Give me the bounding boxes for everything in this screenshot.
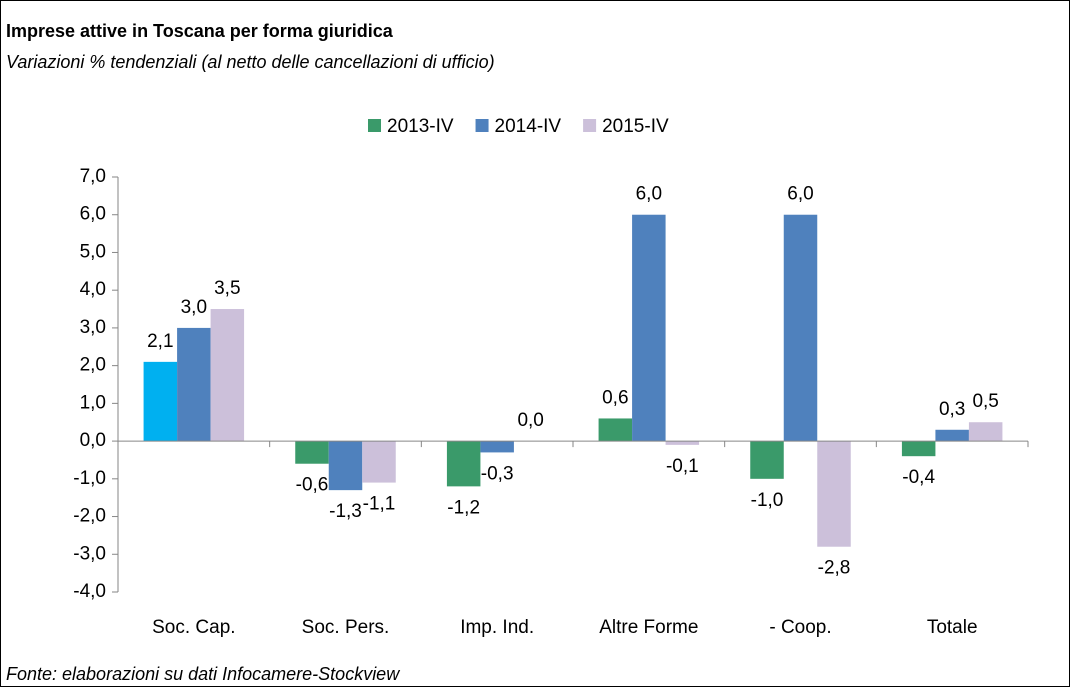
legend-swatch: [368, 119, 381, 132]
y-tick-label: 7,0: [80, 166, 106, 187]
bar: [480, 441, 514, 453]
legend-label: 2015-IV: [602, 116, 669, 137]
data-label: 0,0: [517, 410, 543, 431]
bar: [901, 441, 936, 457]
y-tick-label: 2,0: [80, 355, 106, 376]
bar: [750, 441, 784, 479]
bar: [177, 327, 211, 442]
data-label: -1,0: [751, 490, 784, 511]
y-tick-label: 6,0: [80, 204, 106, 225]
bar: [210, 309, 245, 442]
data-label: 0,5: [972, 391, 998, 412]
y-tick-label: -4,0: [73, 581, 106, 602]
x-tick-label: Soc. Pers.: [302, 617, 390, 638]
bar: [295, 441, 329, 464]
bar: [783, 214, 818, 442]
y-tick-label: 3,0: [80, 317, 106, 338]
data-label: -0,1: [666, 456, 699, 477]
data-label: 6,0: [787, 184, 813, 205]
data-label: 0,3: [939, 399, 965, 420]
y-tick-label: 1,0: [80, 392, 106, 413]
bar: [598, 418, 633, 442]
legend-swatch: [583, 119, 597, 132]
legend-label: 2013-IV: [387, 116, 454, 137]
legend-swatch: [475, 119, 489, 132]
data-label: 2,1: [147, 331, 173, 352]
bar: [143, 361, 178, 442]
source: Fonte: elaborazioni su dati Infocamere-S…: [6, 664, 400, 684]
data-label: 6,0: [636, 184, 662, 205]
bar: [362, 441, 396, 483]
data-label: -0,6: [296, 475, 329, 496]
data-label: -0,4: [902, 467, 935, 488]
y-tick-label: 4,0: [80, 279, 106, 300]
x-tick-label: - Coop.: [769, 617, 831, 638]
x-tick-label: Altre Forme: [599, 617, 698, 638]
y-tick-label: 0,0: [80, 430, 106, 451]
data-label: -2,8: [818, 558, 851, 579]
y-tick-label: -2,0: [73, 506, 106, 527]
y-tick-label: 5,0: [80, 241, 106, 262]
data-label: -1,3: [329, 501, 362, 522]
data-label: 3,0: [181, 297, 207, 318]
x-tick-label: Totale: [927, 617, 978, 638]
bar: [665, 441, 700, 445]
bar: [935, 429, 969, 442]
data-label: 0,6: [602, 387, 628, 408]
chart-subtitle: Variazioni % tendenziali (al netto delle…: [6, 52, 495, 72]
data-label: -1,1: [363, 494, 396, 515]
x-tick-label: Soc. Cap.: [152, 617, 235, 638]
y-tick-label: -3,0: [73, 543, 106, 564]
x-tick-label: Imp. Ind.: [460, 617, 534, 638]
bar: [968, 422, 1003, 442]
bar: [817, 441, 851, 547]
data-label: 3,5: [214, 278, 240, 299]
bar: [446, 441, 481, 487]
data-label: -0,3: [481, 463, 514, 484]
legend-label: 2014-IV: [495, 116, 562, 137]
y-tick-label: -1,0: [73, 468, 106, 489]
data-label: -1,2: [447, 497, 480, 518]
chart-title: Imprese attive in Toscana per forma giur…: [6, 21, 394, 41]
bar: [328, 441, 363, 491]
bar: [632, 214, 666, 442]
